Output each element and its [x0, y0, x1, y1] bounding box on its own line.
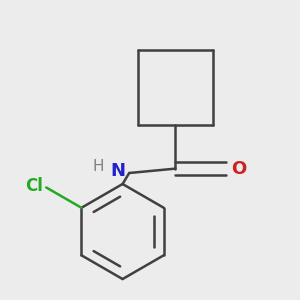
Text: N: N — [111, 162, 126, 180]
Text: O: O — [231, 160, 246, 178]
Text: H: H — [93, 159, 104, 174]
Text: Cl: Cl — [25, 177, 43, 195]
